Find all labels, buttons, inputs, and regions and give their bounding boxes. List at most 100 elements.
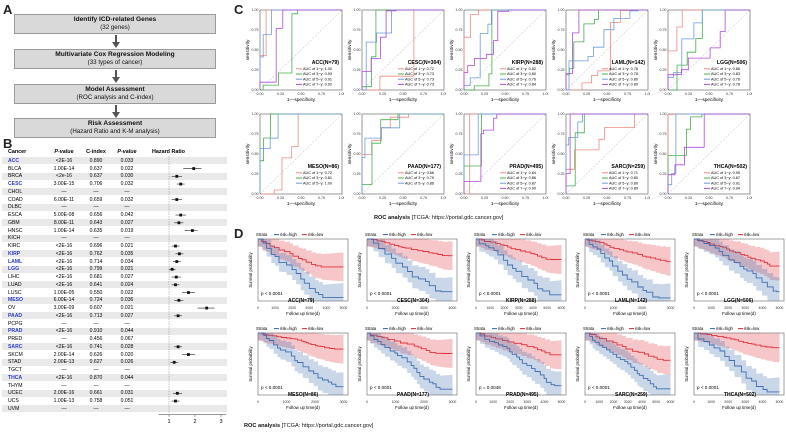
cell-pvalue-2: 0.024 <box>120 281 134 288</box>
roc-ytick-label: 0.25 <box>660 68 667 72</box>
cell-pvalue-1: <2E-16 <box>55 250 73 257</box>
km-panel-title: PAAD(N=177) <box>397 392 429 398</box>
table-row: LGG <2E-16 0.799 0.021 <box>2 265 227 273</box>
cell-pvalue-2: 0.032 <box>120 196 134 203</box>
cell-cindex: 0.456 <box>89 336 103 343</box>
km-curve-low <box>258 332 344 350</box>
km-xtick-label: 2000 <box>724 306 732 310</box>
km-xtick-label: 0 <box>366 400 368 404</box>
cell-pvalue-1: <2E-16 <box>55 312 73 319</box>
km-curve-low <box>258 238 344 268</box>
forest-point <box>187 291 190 294</box>
cell-pvalue-1: <2E-16 <box>55 281 73 288</box>
km-legend-high: risk=high <box>280 232 298 237</box>
km-xtick-label: 6000 <box>558 306 566 310</box>
roc-xtick-label: 0.75 <box>522 196 529 200</box>
km-xtick-label: 5000 <box>340 306 348 310</box>
km-legend-low: risk=low <box>308 232 324 237</box>
forest-point <box>176 345 180 349</box>
km-curve-low <box>694 332 780 349</box>
cell-cindex: 0.696 <box>89 243 103 250</box>
km-legend-high: risk=high <box>498 232 516 237</box>
table-row: SARC <2E-16 0.741 0.028 <box>2 343 227 351</box>
table-row: KIRC <2E-16 0.696 0.021 <box>2 242 227 249</box>
km-plot: Strata risk=high risk=low p < 0.0001 LGG(N=5… <box>684 232 785 316</box>
km-xtick-label: 3000 <box>667 306 675 310</box>
roc-diagonal <box>259 9 343 91</box>
table-row: UCEC 2.00E-16 0.661 0.031 <box>2 389 227 397</box>
km-pvalue: p < 0.0001 <box>370 385 392 390</box>
table-row: THYM — — — <box>2 382 227 389</box>
roc-xtick-label: 0.75 <box>726 92 733 96</box>
flow-step-4: Risk Assessment (Hazard Ratio and K-M an… <box>14 118 216 138</box>
cell-pvalue-1: <2E-16 <box>55 274 73 281</box>
roc-ytick-label: 0.75 <box>354 28 361 32</box>
km-xtick-label: 0 <box>584 400 586 404</box>
cell-cancer: HNSC <box>8 227 23 234</box>
roc-ytick-label: 0.25 <box>456 172 463 176</box>
km-xtick-label: 0 <box>475 306 477 310</box>
km-curve-high <box>585 332 671 390</box>
cell-pvalue-1: — <box>61 405 67 412</box>
roc-xtick-label: 0.00 <box>257 196 264 200</box>
roc-diagonal <box>463 113 547 195</box>
cell-cancer: PRAD <box>8 328 23 335</box>
roc-legend-auc: AUC of 5−y: 0.86 <box>405 181 434 185</box>
roc-ylabel: sensitivity <box>653 143 659 164</box>
km-curve-high <box>694 332 780 393</box>
roc-xlabel: 1—specificity <box>491 97 520 103</box>
km-panel: Strata risk=high risk=low p < 0.0001 MESO(N=… <box>244 325 351 417</box>
roc-panel-title: CESC(N=304) <box>408 60 442 66</box>
forest-point <box>174 283 177 287</box>
km-plot: Strata risk=high risk=low p < 0.0001 MESO(N=… <box>248 326 349 410</box>
table-row: COAD 6.00E-11 0.659 0.032 <box>2 196 227 203</box>
km-panel: Strata risk=high risk=low p < 0.0001 PAAD(N=… <box>353 325 460 417</box>
roc-panel-title: PAAD(N=177) <box>408 164 441 170</box>
roc-ytick-label: 0.75 <box>456 132 463 136</box>
roc-legend-auc: AUC of 3−y: 0.93 <box>303 72 332 76</box>
forest-plot: 1 2 3 <box>158 156 227 425</box>
km-ci-band-high <box>367 333 453 395</box>
km-pvalue: p < 0.0001 <box>697 291 719 296</box>
roc-plot: 0.000.00 0.25 0.25 0.50 0.50 0.75 0.75 1.00 1.00… <box>449 112 550 207</box>
km-xtick-label: 0 <box>366 306 368 310</box>
table-row: LUSC 1.00E-05 0.550 0.022 <box>2 289 227 296</box>
km-curve-low <box>585 238 671 262</box>
roc-caption-bold: ROC analysis <box>374 215 411 221</box>
roc-plot: 0.000.00 0.25 0.25 0.50 0.50 0.75 0.75 1.00 1.00… <box>653 112 754 207</box>
cell-cancer: CESC <box>8 181 23 188</box>
roc-ytick-label: 0.50 <box>558 152 565 156</box>
cell-cindex: 0.706 <box>89 181 103 188</box>
cell-pvalue-1: 1.00E-05 <box>53 289 75 296</box>
cell-cancer: KIRP <box>8 250 21 257</box>
roc-panel-title: ACC(N=79) <box>312 60 340 66</box>
table-row: KICH — — — <box>2 234 227 242</box>
table-row: PAAD <2E-16 0.713 0.027 <box>2 312 227 320</box>
km-xtick-label: 4000 <box>529 306 537 310</box>
roc-xtick-label: 0.25 <box>277 196 284 200</box>
km-xtick-label: 1000 <box>707 400 715 404</box>
roc-panel: 0.000.00 0.25 0.25 0.50 0.50 0.75 0.75 1.00 1.00… <box>346 8 448 110</box>
cell-cindex: — <box>93 320 99 327</box>
cell-pvalue-1: 2.00E-16 <box>53 390 75 397</box>
roc-ylabel: sensitivity <box>347 39 353 60</box>
flow-step-sub: (ROC analysis and C-index) <box>76 94 154 102</box>
km-legend-high: risk=high <box>716 326 734 331</box>
km-strata-label: Strata <box>474 326 486 331</box>
km-xlabel: Follow up time(d) <box>722 311 756 316</box>
roc-xtick-label: 0.75 <box>420 196 427 200</box>
cell-pvalue-1: <2E-16 <box>55 328 73 335</box>
flow-step-title: Multivariate Cox Regression Modeling <box>55 51 175 58</box>
roc-curve-y7 <box>565 9 648 90</box>
flow-step-sub: (33 types of cancer) <box>87 59 143 67</box>
km-xtick-label: 3000 <box>340 400 348 404</box>
km-ylabel: Survival probability <box>357 346 362 382</box>
roc-legend-auc: AUC of 5−y: 0.80 <box>609 77 638 81</box>
roc-xtick-label: 1.00 <box>645 92 651 96</box>
roc-legend-auc: AUC of 5−y: 0.80 <box>609 181 638 185</box>
roc-legend-auc: AUC of 3−y: 0.80 <box>507 72 536 76</box>
flow-arrow-stem <box>115 105 117 113</box>
cell-pvalue-2: 0.042 <box>120 212 134 219</box>
cell-cindex: 0.659 <box>89 196 103 203</box>
roc-xtick-label: 0.75 <box>726 196 733 200</box>
